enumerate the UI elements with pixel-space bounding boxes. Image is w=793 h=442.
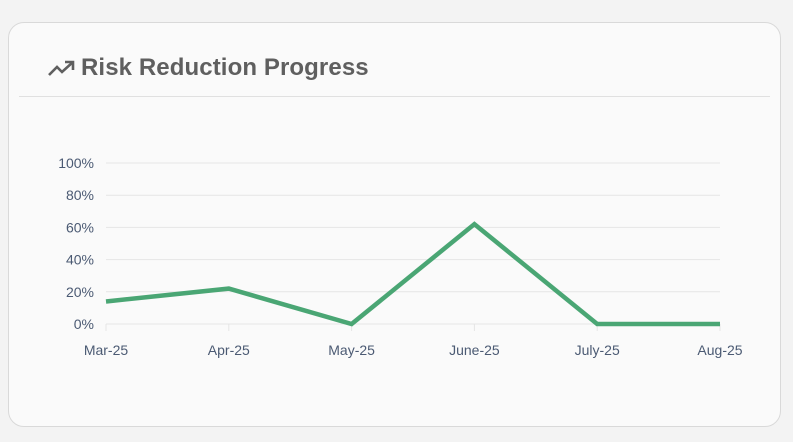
y-tick-label: 20% (66, 284, 94, 300)
card-header: Risk Reduction Progress (47, 51, 369, 85)
x-tick-label: Aug-25 (697, 342, 742, 358)
x-tick-label: Apr-25 (208, 342, 250, 358)
x-tick-label: July-25 (575, 342, 620, 358)
y-tick-label: 0% (74, 316, 94, 332)
risk-reduction-card: Risk Reduction Progress (8, 22, 781, 427)
chart-gridlines (106, 162, 720, 325)
x-tick-label: May-25 (328, 342, 375, 358)
header-divider (19, 96, 770, 97)
x-tick-label: Mar-25 (84, 342, 129, 358)
trending-up-icon (48, 60, 75, 76)
card-title: Risk Reduction Progress (81, 54, 369, 81)
y-tick-label: 40% (66, 252, 94, 268)
series-line-risk-reduction (105, 221, 720, 327)
x-axis: Mar-25 Apr-25 May-25 June-25 July-25 Aug-25 (84, 324, 743, 358)
y-tick-label: 80% (66, 187, 94, 203)
y-tick-label: 100% (58, 155, 94, 171)
y-tick-label: 60% (66, 219, 94, 235)
x-tick-label: June-25 (449, 342, 500, 358)
y-axis: 0% 20% 40% 60% 80% 100% (58, 155, 94, 332)
